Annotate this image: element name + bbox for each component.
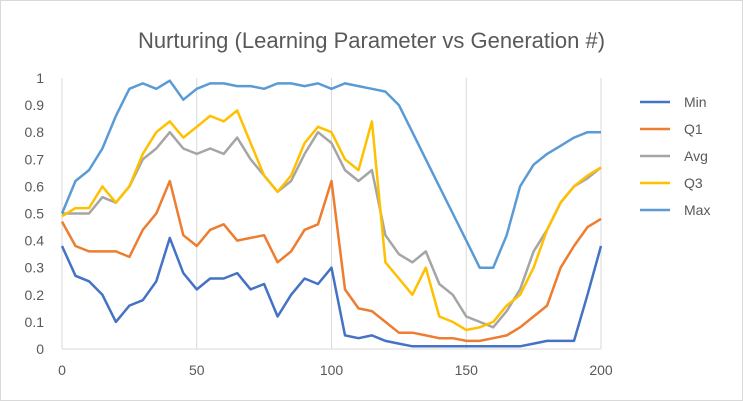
x-tick-label: 0 bbox=[58, 362, 66, 378]
legend-label-max: Max bbox=[684, 202, 710, 218]
legend-label-avg: Avg bbox=[684, 148, 708, 164]
x-tick-label: 100 bbox=[320, 362, 344, 378]
y-tick-label: 0 bbox=[36, 341, 44, 357]
legend-label-min: Min bbox=[684, 94, 707, 110]
y-tick-label: 0.4 bbox=[25, 233, 45, 249]
y-tick-label: 0.6 bbox=[25, 178, 45, 194]
x-tick-label: 150 bbox=[455, 362, 479, 378]
series-line-max bbox=[60, 79, 601, 269]
y-tick-label: 1 bbox=[36, 70, 44, 86]
y-tick-label: 0.1 bbox=[25, 314, 45, 330]
y-tick-label: 0.2 bbox=[25, 287, 45, 303]
legend-label-q1: Q1 bbox=[684, 121, 703, 137]
series-line-avg bbox=[62, 130, 602, 329]
x-tick-label: 50 bbox=[189, 362, 205, 378]
series-line-q1 bbox=[60, 179, 602, 343]
series-line-q3 bbox=[61, 109, 602, 332]
chart-title: Nurturing (Learning Parameter vs Generat… bbox=[137, 28, 606, 53]
series-line-min bbox=[60, 236, 603, 348]
y-tick-label: 0.9 bbox=[25, 97, 45, 113]
y-tick-label: 0.8 bbox=[25, 124, 45, 140]
y-tick-label: 0.3 bbox=[25, 260, 45, 276]
y-tick-label: 0.7 bbox=[25, 151, 45, 167]
legend-label-q3: Q3 bbox=[684, 175, 703, 191]
y-tick-label: 0.5 bbox=[25, 206, 45, 222]
x-tick-label: 200 bbox=[589, 362, 613, 378]
